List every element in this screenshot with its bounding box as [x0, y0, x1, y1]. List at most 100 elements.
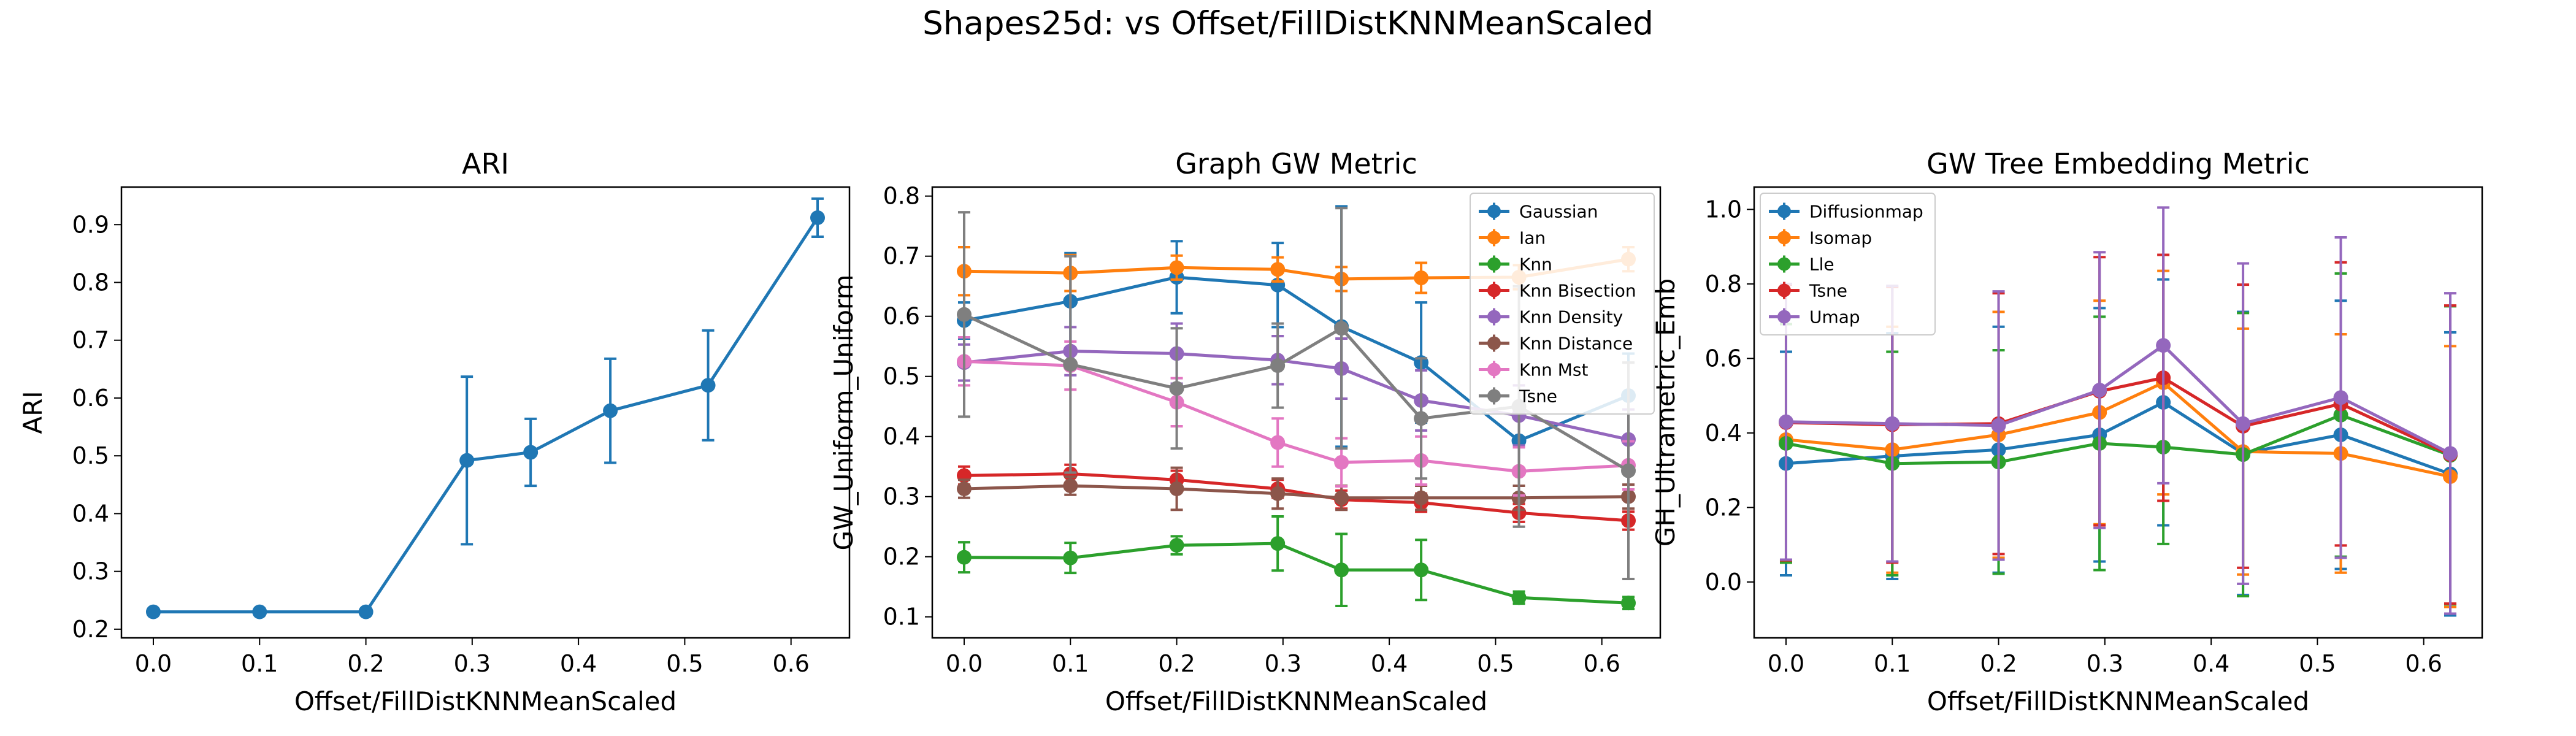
y-tick-label: 0.4 [72, 500, 109, 527]
data-point [1511, 590, 1527, 605]
x-axis-label: Offset/FillDistKNNMeanScaled [1927, 686, 2309, 716]
data-point [1621, 596, 1636, 611]
data-point [603, 403, 618, 418]
data-point [956, 307, 972, 322]
data-point [1334, 454, 1349, 470]
legend-label: Gaussian [1519, 202, 1598, 222]
y-tick-label: 0.5 [883, 363, 920, 390]
chart-panel-3: GW Tree Embedding Metric 0.0 0.1 0.2 0.3 0.4 0… [1650, 147, 2483, 716]
legend-swatch-marker [1487, 336, 1501, 350]
x-tick-label: 0.1 [1874, 650, 1911, 677]
y-tick-label: 1.0 [1705, 196, 1742, 223]
data-point [700, 378, 716, 393]
data-point [523, 445, 539, 460]
data-point [1169, 381, 1184, 396]
data-point [2443, 446, 2458, 461]
legend-label: Lle [1809, 255, 1834, 275]
plot-area [1778, 206, 2458, 617]
legend-box [1470, 193, 1655, 415]
x-tick-label: 0.6 [1583, 650, 1620, 677]
legend-label: Tsne [1809, 281, 1847, 301]
legend-label: Umap [1809, 307, 1860, 328]
legend-swatch-marker [1777, 257, 1791, 271]
x-tick-label: 0.2 [1980, 650, 2017, 677]
legend-label: Diffusionmap [1809, 202, 1923, 222]
legend-swatch-marker [1777, 310, 1791, 324]
y-axis-label: ARI [18, 391, 48, 434]
series-knn [956, 515, 1636, 611]
x-tick-label: 0.3 [454, 650, 491, 677]
legend-label: Knn Bisection [1519, 281, 1636, 301]
series-line [1785, 413, 2451, 466]
data-point [956, 550, 972, 565]
data-point [1414, 490, 1429, 505]
data-point [956, 481, 972, 496]
series-line [1785, 343, 2451, 455]
x-tick-label: 0.3 [2087, 650, 2123, 677]
x-tick-label: 0.2 [1158, 650, 1195, 677]
x-tick-label: 0.6 [2405, 650, 2442, 677]
data-point [2092, 383, 2107, 398]
y-axis-label: GH_Ultrametric_Emb [1650, 278, 1681, 546]
x-axis-label: Offset/FillDistKNNMeanScaled [294, 686, 677, 716]
y-tick-label: 0.9 [72, 211, 109, 238]
legend-label: Tsne [1519, 386, 1557, 407]
x-tick-label: 0.0 [135, 650, 172, 677]
x-tick-label: 0.4 [1371, 650, 1408, 677]
legend-swatch-marker [1777, 231, 1791, 245]
legend-swatch-marker [1487, 257, 1501, 271]
data-point [1334, 321, 1349, 336]
x-tick-label: 0.3 [1265, 650, 1301, 677]
y-tick-label: 0.6 [1705, 345, 1742, 372]
y-tick-label: 0.7 [72, 327, 109, 354]
x-tick-label: 0.5 [1477, 650, 1514, 677]
series-line [964, 484, 1629, 500]
legend: Diffusionmap Isomap Lle Tsne Umap [1760, 193, 1936, 335]
axes-frame [931, 186, 1662, 639]
data-point [1169, 538, 1184, 553]
legend-label: Knn Distance [1519, 334, 1633, 354]
data-point [145, 604, 161, 619]
data-point [1621, 463, 1636, 478]
data-point [1885, 416, 1900, 431]
y-tick-label: 0.4 [883, 423, 920, 450]
y-tick-label: 0.4 [1705, 420, 1742, 447]
series-series-1 [145, 197, 826, 619]
x-tick-label: 0.6 [772, 650, 809, 677]
y-tick-label: 0.1 [883, 604, 920, 631]
legend-swatch-marker [1777, 204, 1791, 218]
data-point [358, 604, 374, 619]
x-tick-label: 0.4 [2193, 650, 2229, 677]
figure-suptitle: Shapes25d: vs Offset/FillDistKNNMeanScal… [922, 5, 1654, 42]
data-point [1063, 357, 1078, 372]
y-tick-label: 0.3 [72, 558, 109, 585]
data-point [1063, 550, 1078, 565]
y-tick-label: 0.7 [883, 243, 920, 270]
legend-swatch-marker [1777, 283, 1791, 297]
y-tick-label: 0.8 [1705, 270, 1742, 297]
x-tick-label: 0.1 [241, 650, 278, 677]
chart-title: GW Tree Embedding Metric [1926, 147, 2310, 180]
x-tick-label: 0.5 [2299, 650, 2336, 677]
chart-panel-1: ARI 0.0 0.1 0.2 0.3 0.4 0.5 0.6 0.2 0.3 0.4 0.5 0.6 0… [18, 147, 851, 716]
data-point [2156, 338, 2171, 353]
legend-label: Knn Mst [1519, 360, 1589, 380]
data-point [252, 604, 267, 619]
y-tick-label: 0.2 [72, 616, 109, 643]
y-axis-label: GW_Uniform_Uniform [829, 275, 859, 551]
data-point [1270, 358, 1286, 374]
data-point [1414, 411, 1429, 426]
axes-frame [120, 186, 851, 639]
data-point [1991, 418, 2006, 433]
data-point [1270, 486, 1286, 501]
x-axis-label: Offset/FillDistKNNMeanScaled [1105, 686, 1487, 716]
legend-swatch-marker [1487, 362, 1501, 377]
data-point [1414, 270, 1429, 285]
y-tick-label: 0.6 [883, 303, 920, 330]
legend-swatch-marker [1487, 389, 1501, 403]
legend-label: Knn [1519, 255, 1552, 275]
x-tick-label: 0.2 [347, 650, 384, 677]
series-line [1785, 381, 2451, 478]
series-line [964, 275, 1629, 443]
